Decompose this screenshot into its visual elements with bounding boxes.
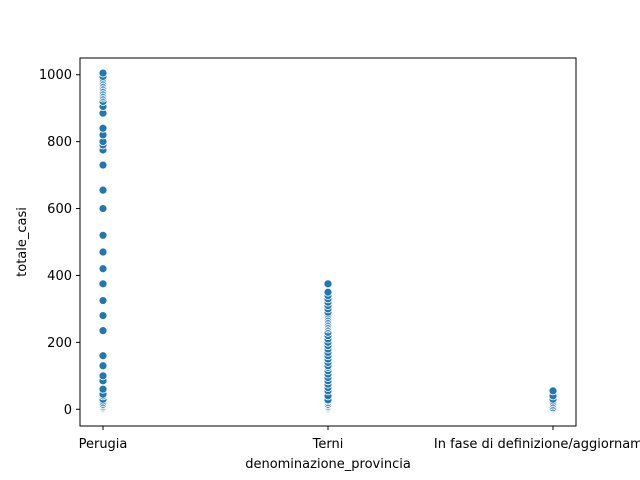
x-axis-label: denominazione_provincia: [245, 457, 411, 472]
plot-area-frame: [79, 57, 577, 427]
x-tick-label: Perugia: [79, 437, 128, 452]
y-axis-ticks: 0 200 400 600 800 1000: [39, 68, 80, 418]
data-point: [98, 311, 108, 321]
data-point: [98, 123, 108, 133]
data-point: [98, 247, 108, 257]
y-tick-label: 400: [47, 269, 72, 284]
data-points: [98, 68, 558, 414]
y-tick-label: 1000: [39, 68, 72, 83]
y-tick-label: 800: [47, 135, 72, 150]
data-point: [98, 230, 108, 240]
data-point: [98, 279, 108, 289]
data-point: [323, 287, 333, 297]
data-point: [98, 361, 108, 371]
y-tick-label: 600: [47, 202, 72, 217]
x-tick-label: In fase di definizione/aggiornamento: [434, 437, 640, 452]
data-point: [98, 326, 108, 336]
data-point: [98, 68, 108, 78]
data-point: [323, 279, 333, 289]
y-tick-label: 0: [64, 403, 72, 418]
data-point: [98, 351, 108, 361]
data-point: [548, 386, 558, 396]
x-tick-label: Terni: [312, 437, 344, 452]
data-point: [98, 371, 108, 381]
y-tick-label: 200: [47, 336, 72, 351]
data-point: [98, 384, 108, 394]
data-point: [98, 185, 108, 195]
data-point: [98, 160, 108, 170]
data-point: [98, 296, 108, 305]
data-point: [98, 204, 108, 213]
data-point: [98, 264, 108, 274]
y-axis-label: totale_casi: [15, 207, 30, 277]
x-axis-ticks: Perugia Terni In fase di definizione/aggio…: [79, 426, 640, 452]
